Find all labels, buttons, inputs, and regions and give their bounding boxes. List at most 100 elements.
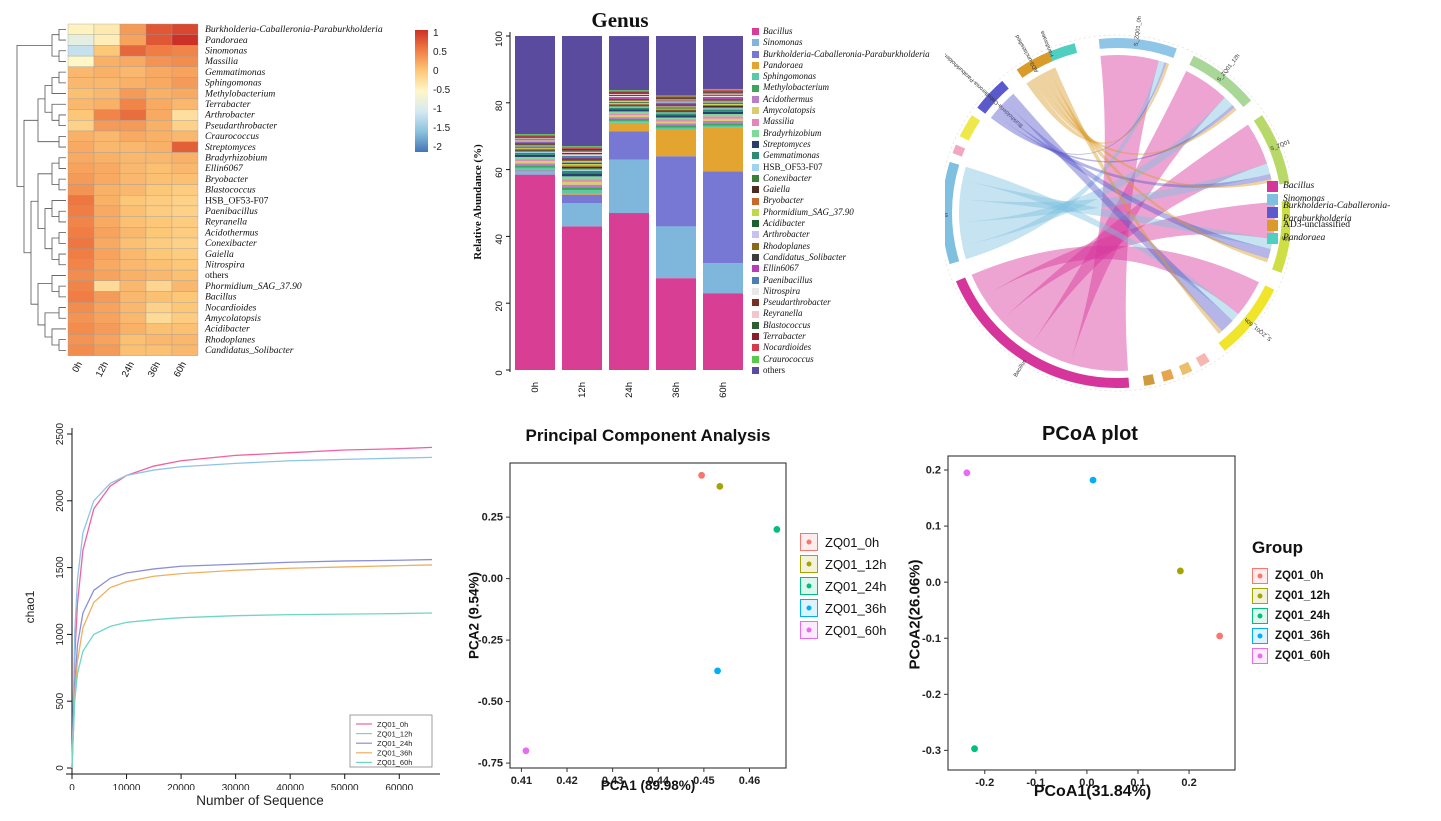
- bar-segment: [703, 91, 743, 93]
- heatmap-cell: [67, 248, 95, 260]
- legend-label: Terrabacter: [763, 331, 806, 342]
- x-tick-label: 0.1: [1130, 777, 1145, 789]
- heatmap-cell: [67, 88, 95, 100]
- legend-label: ZQ01_12h: [825, 556, 887, 572]
- heatmap-cell: [93, 162, 121, 174]
- x-tick-label: -0.2: [975, 777, 994, 789]
- heatmap-row-label: Massilia: [204, 56, 238, 67]
- bar-segment: [562, 168, 602, 170]
- dendrogram-branch: [51, 34, 59, 57]
- heatmap-cell: [171, 302, 199, 314]
- colorbar-tick-label: 0.5: [433, 47, 447, 58]
- legend-swatch: [752, 265, 759, 273]
- legend-swatch: [752, 28, 759, 36]
- bar-segment: [609, 92, 649, 94]
- legend-swatch: [752, 39, 759, 47]
- heatmap-cell: [67, 184, 95, 196]
- heatmap-cell: [67, 237, 95, 249]
- bar-y-tick-label: 40: [494, 234, 505, 245]
- legend-item: Ellin6067: [752, 263, 930, 274]
- bar-segment: [703, 36, 743, 89]
- heatmap-cell: [171, 23, 199, 35]
- colorbar-tick-label: 1: [433, 28, 439, 39]
- bar-segment: [656, 95, 696, 97]
- bar-segment: [703, 88, 743, 91]
- legend-item: ZQ01_60h: [800, 621, 886, 639]
- colorbar-tick-label: -1.5: [433, 123, 451, 134]
- bar-segment: [656, 105, 696, 107]
- heatmap-cell: [145, 248, 173, 260]
- legend-swatch: [752, 152, 759, 160]
- heatmap-cell: [171, 248, 199, 260]
- dendrogram-branch: [58, 50, 66, 62]
- heatmap-cell: [145, 109, 173, 121]
- heatmap-cell: [67, 162, 95, 174]
- legend-key: [800, 555, 818, 573]
- legend-label: ZQ01_36h: [825, 600, 887, 616]
- chord-ribbon: [1001, 124, 1268, 346]
- heatmap-row-label: Paenibacillus: [204, 206, 258, 217]
- sector-arc: [1189, 55, 1252, 107]
- bar-segment: [515, 136, 555, 138]
- sector-label: Sinomonas: [945, 211, 948, 217]
- bar-segment: [562, 179, 602, 182]
- heatmap-cell: [145, 130, 173, 142]
- legend-item: Pseudarthrobacter: [752, 297, 930, 308]
- bar-segment: [562, 192, 602, 195]
- bar-y-tick-label: 20: [494, 301, 505, 312]
- heatmap-cell: [67, 312, 95, 324]
- sector-label: S_ZQ01_60h: [1244, 316, 1274, 342]
- heatmap-cell: [119, 216, 147, 228]
- bar-segment: [609, 94, 649, 96]
- bar-segment: [562, 166, 602, 169]
- heatmap-cell: [93, 184, 121, 196]
- heatmap-cell: [171, 34, 199, 46]
- heatmap-cell: [93, 34, 121, 46]
- heatmap-cell: [67, 302, 95, 314]
- heatmap-row-label: Acidothermus: [204, 227, 259, 238]
- bar-segment: [609, 109, 649, 112]
- bar-segment: [703, 127, 743, 172]
- heatmap-cell: [171, 130, 199, 142]
- sector-arc: [1178, 361, 1193, 376]
- legend-label: Acidothermus: [763, 93, 813, 104]
- bar-segment: [562, 194, 602, 203]
- heatmap-cell: [145, 205, 173, 217]
- legend-label: Burkholderia-Caballeronia-Paraburkholder…: [1283, 200, 1391, 224]
- legend-item: Gaiella: [752, 184, 930, 195]
- bar-segment: [656, 107, 696, 109]
- heatmap-cell: [145, 312, 173, 324]
- bar-segment: [609, 113, 649, 116]
- legend-swatch: [752, 299, 759, 307]
- legend-swatch: [752, 287, 759, 295]
- data-point: [773, 526, 781, 533]
- bar-segment: [609, 115, 649, 118]
- legend-point: [806, 627, 812, 633]
- bar-segment: [562, 148, 602, 151]
- heatmap-cell: [145, 237, 173, 249]
- bar-segment: [515, 154, 555, 157]
- bar-segment: [515, 145, 555, 147]
- bar-segment: [656, 110, 696, 112]
- heatmap-cell: [67, 130, 95, 142]
- legend-label: Acidibacter: [763, 218, 805, 229]
- heatmap-cell: [145, 98, 173, 110]
- y-tick-label: 0.0: [926, 577, 941, 589]
- heatmap-row-label: Gaiella: [205, 249, 234, 260]
- dendrogram-branch: [58, 253, 66, 266]
- bar-segment: [703, 98, 743, 100]
- bar-segment: [656, 36, 696, 96]
- legend-item: Bacillus: [1267, 180, 1441, 193]
- x-tick-label: 0.0: [1079, 777, 1094, 789]
- heatmap-cell: [93, 66, 121, 78]
- chord-ribbon: [1026, 62, 1170, 144]
- bar-segment: [609, 106, 649, 108]
- heatmap-cell: [67, 205, 95, 217]
- legend-item: HSB_OF53-F07: [752, 162, 930, 173]
- chord-ribbon: [959, 97, 1233, 246]
- legend-swatch: [752, 141, 759, 149]
- bar-segment: [562, 170, 602, 174]
- legend-item: Paenibacillus: [752, 275, 930, 286]
- legend-label: Pandoraea: [1283, 233, 1326, 243]
